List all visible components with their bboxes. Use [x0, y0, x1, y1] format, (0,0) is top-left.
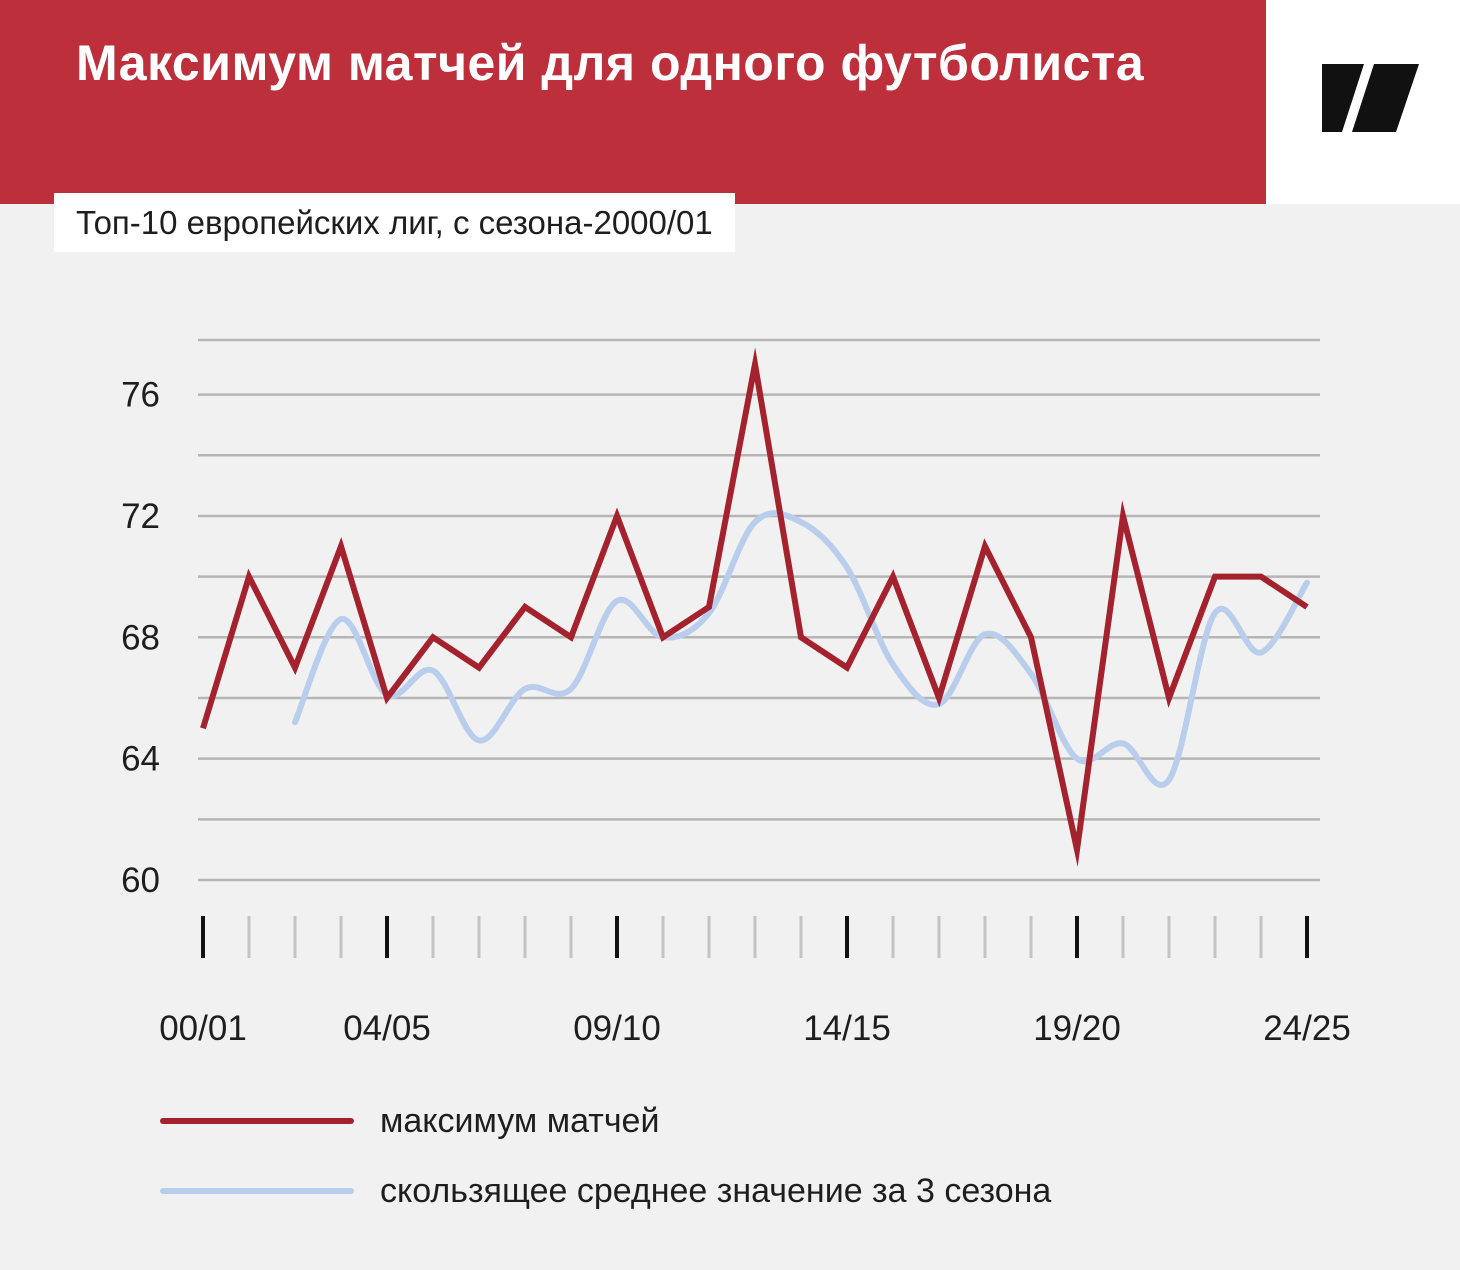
y-tick-label: 76 — [121, 376, 160, 415]
y-tick-label: 64 — [121, 740, 160, 779]
x-tick-label: 00/01 — [159, 1009, 247, 1048]
y-tick-label: 72 — [121, 497, 160, 536]
legend-swatch-max — [160, 1118, 354, 1124]
subtitle-box: Топ-10 европейских лиг, с сезона-2000/01 — [54, 193, 735, 252]
logo-box — [1266, 0, 1460, 204]
x-tick-label: 24/25 — [1263, 1009, 1351, 1048]
legend-label-avg: скользящее среднее значение за 3 сезона — [380, 1171, 1052, 1210]
x-tick-label: 19/20 — [1033, 1009, 1121, 1048]
meduza-logo-icon — [1322, 64, 1419, 132]
series-lines — [200, 347, 1310, 867]
legend: максимум матчей скользящее среднее значе… — [160, 1092, 1051, 1232]
y-tick-label: 68 — [121, 618, 160, 657]
x-tick-label: 04/05 — [343, 1009, 431, 1048]
legend-item-avg: скользящее среднее значение за 3 сезона — [160, 1162, 1051, 1220]
x-tick-label: 14/15 — [803, 1009, 891, 1048]
x-axis-ticks: 00/01 04/05 09/10 14/15 19/20 24/25 — [159, 916, 1351, 1048]
chart-title: Максимум матчей для одного футболиста — [76, 35, 1145, 91]
legend-swatch-avg — [160, 1188, 354, 1194]
y-axis-ticks: 60 64 68 72 76 — [121, 376, 160, 900]
series-line-max-matches — [200, 347, 1309, 867]
series-line-moving-average — [292, 510, 1310, 788]
chart-subtitle: Топ-10 европейских лиг, с сезона-2000/01 — [76, 203, 713, 241]
x-tick-label: 09/10 — [573, 1009, 661, 1048]
legend-label-max: максимум матчей — [380, 1101, 660, 1140]
line-chart: 60 64 68 72 76 00/01 04/05 09/10 14/15 19/20 24/2… — [121, 338, 1351, 1048]
grid-lines — [198, 338, 1320, 882]
legend-item-max: максимум матчей — [160, 1092, 1051, 1150]
y-tick-label: 60 — [121, 861, 160, 900]
header-band — [0, 0, 1266, 204]
